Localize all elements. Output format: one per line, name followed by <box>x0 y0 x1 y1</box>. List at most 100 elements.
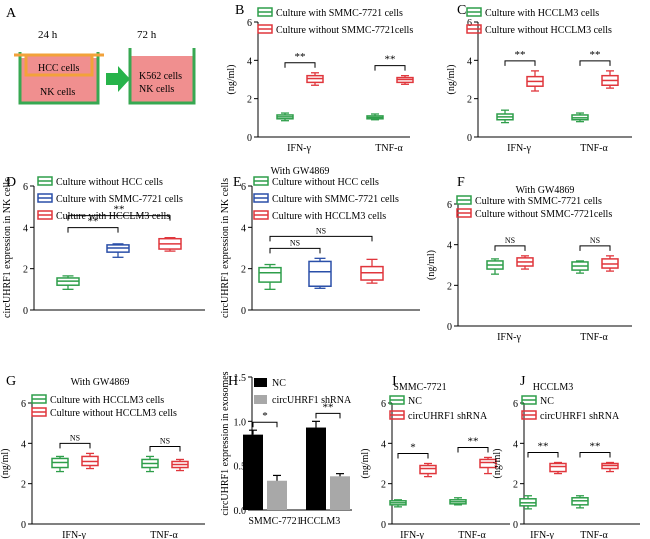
legend-entry: Culture with HCCLM3 cells <box>56 211 170 222</box>
significance-label: ** <box>323 401 334 413</box>
y-tick-label: 4 <box>513 439 518 450</box>
panel-a-schematic: A 24 h 72 h HCC cells NK cells K562 cell… <box>6 6 196 105</box>
y-tick-label: 0.0 <box>234 506 247 517</box>
significance-bracket <box>269 235 373 242</box>
panel-letter-j: J <box>520 374 526 389</box>
panel-title: With GW4869 <box>71 377 130 388</box>
legend-swatch-0 <box>254 378 267 387</box>
legend-entry: Culture without HCC cells <box>272 177 379 188</box>
y-tick-label: 0 <box>513 520 518 531</box>
significance-bracket <box>269 247 321 254</box>
legend-entry: Culture with SMMC-7721 cells <box>272 194 399 205</box>
legend-entry: circUHRF1 shRNA <box>540 411 620 422</box>
label-hcc-cells: HCC cells <box>38 63 79 74</box>
panel-letter-a: A <box>6 6 17 21</box>
y-tick-label: 4 <box>247 56 252 67</box>
y-axis-label: circUHRF1 expression in exosomes <box>220 371 231 515</box>
y-tick-label: 6 <box>21 399 26 410</box>
legend-entry: Culture with HCCLM3 cells <box>50 395 164 406</box>
significance-label: * <box>262 410 268 422</box>
x-tick-label: TNF-α <box>375 143 403 154</box>
significance-bracket <box>284 62 316 68</box>
x-tick-label: IFN-γ <box>62 530 86 539</box>
y-tick-label: 0 <box>447 322 452 333</box>
y-axis-label: (ng/ml) <box>226 65 237 95</box>
y-tick-label: 1.0 <box>234 417 247 428</box>
legend-entry: Culture without HCCLM3 cells <box>50 408 177 419</box>
y-tick-label: 0 <box>21 520 26 531</box>
significance-label: NS <box>505 236 515 245</box>
panel-title: With GW4869 <box>516 185 575 196</box>
y-tick-label: 2 <box>513 480 518 491</box>
box-body <box>419 464 437 475</box>
significance-bracket <box>397 453 429 459</box>
y-tick-label: 0.5 <box>234 462 247 473</box>
y-tick-label: 2 <box>467 95 472 106</box>
legend-entry: Culture without SMMC-7721cells <box>276 25 413 36</box>
significance-label: ** <box>295 51 306 63</box>
significance-bracket <box>67 227 119 233</box>
label-nk-cells: NK cells <box>40 87 75 98</box>
panel-title: HCCLM3 <box>533 382 574 393</box>
significance-label: NS <box>160 436 170 445</box>
panel-b: B 0 2 4 6 (ng/ml) Culture with SMMC-7721 cells… <box>226 3 414 154</box>
panel-title: SMMC-7721 <box>393 382 446 393</box>
y-tick-label: 4 <box>381 439 386 450</box>
bar <box>267 480 287 510</box>
panel-letter-b: B <box>235 3 244 18</box>
x-tick-label: TNF-α <box>580 143 608 154</box>
y-tick-label: 4 <box>447 241 452 252</box>
panel-letter-h: H <box>228 374 238 389</box>
significance-bracket <box>252 421 278 428</box>
legend-entry: Culture without HCC cells <box>56 177 163 188</box>
bar <box>330 476 350 510</box>
x-tick-label: IFN-γ <box>507 143 531 154</box>
y-tick-label: 2 <box>21 480 26 491</box>
legend-swatch-1 <box>254 395 267 404</box>
significance-bracket <box>457 446 489 453</box>
y-tick-label: 1.5 <box>234 373 247 384</box>
y-tick-label: 6 <box>513 399 518 410</box>
significance-label: ** <box>590 440 601 452</box>
panel-title: With GW4869 <box>271 166 330 177</box>
significance-bracket <box>527 451 559 458</box>
time-24h: 24 h <box>38 29 58 41</box>
label-nk-cells-2: NK cells <box>139 84 174 95</box>
significance-label: ** <box>515 49 526 61</box>
box-body <box>479 458 497 469</box>
panel-d: D 0 2 4 6 circUHRF1 expression in NK cells Cul… <box>2 175 205 318</box>
y-tick-label: 0 <box>241 306 246 317</box>
legend-entry: NC <box>540 396 554 407</box>
significance-label: ** <box>88 216 99 228</box>
x-tick-label: IFN-γ <box>497 332 521 343</box>
significance-bracket <box>494 245 526 251</box>
panel-letter-i: I <box>392 374 397 389</box>
legend-entry: Culture with SMMC-7721 cells <box>475 196 602 207</box>
y-tick-label: 0 <box>23 306 28 317</box>
y-tick-label: 0 <box>467 133 472 144</box>
y-tick-label: 4 <box>467 56 472 67</box>
y-tick-label: 2 <box>241 265 246 276</box>
y-axis-label: (ng/ml) <box>360 449 371 479</box>
legend-entry: circUHRF1 shRNA <box>408 411 488 422</box>
y-tick-label: 2 <box>447 281 452 292</box>
legend-entry: Culture with HCCLM3 cells <box>272 211 386 222</box>
y-tick-label: 2 <box>381 480 386 491</box>
y-axis-label: (ng/ml) <box>492 449 503 479</box>
legend-entry: circUHRF1 shRNA <box>272 395 352 406</box>
panel-letter-f: F <box>457 175 465 190</box>
panel-letter-d: D <box>6 175 16 190</box>
box-body <box>308 260 332 287</box>
label-k562-cells: K562 cells <box>139 71 182 82</box>
x-tick-label: IFN-γ <box>287 143 311 154</box>
dish-wall-left <box>18 52 100 105</box>
y-axis-label: circUHRF1 expression in NK cells <box>220 178 231 318</box>
legend-entry: Culture with SMMC-7721 cells <box>276 8 403 19</box>
significance-label: ** <box>385 54 396 66</box>
panel-c: C 0 2 4 6 (ng/ml) Culture with HCCLM3 cells Cul… <box>446 3 632 154</box>
legend-entry: NC <box>272 378 286 389</box>
panel-letter-c: C <box>457 3 466 18</box>
dish-wall-right <box>128 48 196 105</box>
